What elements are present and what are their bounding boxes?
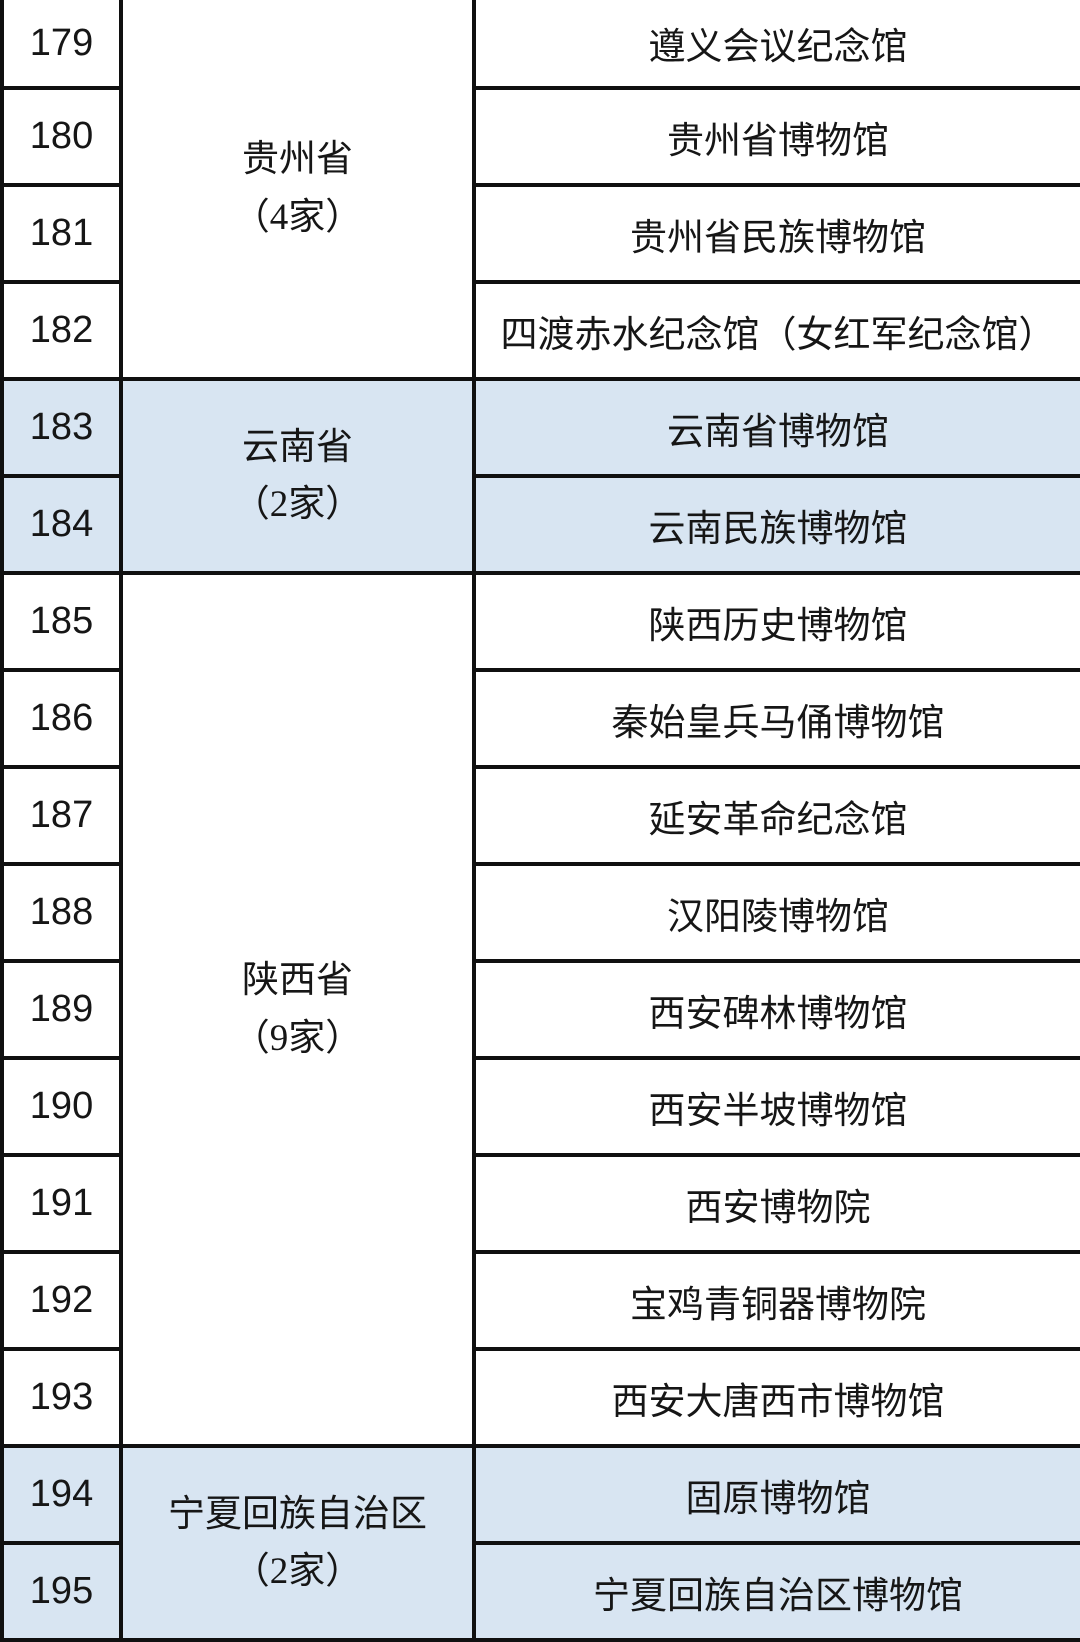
table-row: 193 西安大唐西市博物馆 [0,1347,1080,1448]
museum-name: 固原博物馆 [472,1444,1080,1545]
table-row: 184 云南民族博物馆 [0,474,1080,575]
table-row: 195 宁夏回族自治区博物馆 [0,1541,1080,1642]
row-number: 180 [0,86,123,187]
museum-name: 贵州省博物馆 [472,86,1080,187]
row-number: 186 [0,668,123,769]
province-count: （2家） [232,484,363,525]
table-row: 188 汉阳陵博物馆 [0,862,1080,963]
table-row: 182 四渡赤水纪念馆（女红军纪念馆） [0,280,1080,381]
table-row: 191 西安博物院 [0,1153,1080,1254]
museum-name: 延安革命纪念馆 [472,765,1080,866]
museum-name: 西安半坡博物馆 [472,1056,1080,1157]
province-cell-shaanxi: 陕西省 （9家） [119,571,476,1448]
row-number: 181 [0,183,123,284]
table-row: 181 贵州省民族博物馆 [0,183,1080,284]
province-cell-guizhou: 贵州省 （4家） [119,0,476,381]
table-row: 192 宝鸡青铜器博物院 [0,1250,1080,1351]
table-row: 185 陕西省 （9家） 陕西历史博物馆 [0,571,1080,1448]
table-row: 183 云南省 （2家） 云南省博物馆 [0,377,1080,575]
museum-name: 宁夏回族自治区博物馆 [472,1541,1080,1642]
province-count: （2家） [232,1551,363,1592]
row-number: 195 [0,1541,123,1642]
museum-name: 陕西历史博物馆 [472,571,1080,672]
museum-name: 秦始皇兵马俑博物馆 [472,668,1080,769]
museum-name: 西安大唐西市博物馆 [472,1347,1080,1448]
province-name: 宁夏回族自治区 [168,1493,427,1535]
museum-name: 四渡赤水纪念馆（女红军纪念馆） [472,280,1080,381]
row-number: 194 [0,1444,123,1545]
table-row: 186 秦始皇兵马俑博物馆 [0,668,1080,769]
museum-name: 西安碑林博物馆 [472,959,1080,1060]
museum-name: 宝鸡青铜器博物院 [472,1250,1080,1351]
row-number: 188 [0,862,123,963]
row-number: 189 [0,959,123,1060]
row-number: 190 [0,1056,123,1157]
row-number: 183 [0,377,123,478]
museum-name: 遵义会议纪念馆 [472,0,1080,90]
province-count: （9家） [232,1017,363,1059]
table-row: 187 延安革命纪念馆 [0,765,1080,866]
province-cell-yunnan: 云南省 （2家） [119,377,476,575]
table-row: 190 西安半坡博物馆 [0,1056,1080,1157]
province-cell-ningxia: 宁夏回族自治区 （2家） [119,1444,476,1642]
row-number: 193 [0,1347,123,1448]
row-number: 179 [0,0,123,90]
museum-name: 西安博物院 [472,1153,1080,1254]
museum-name: 云南省博物馆 [472,377,1080,478]
province-name: 云南省 [242,426,353,468]
table-row: 179 贵州省 （4家） 遵义会议纪念馆 [0,0,1080,381]
row-number: 182 [0,280,123,381]
table-row: 180 贵州省博物馆 [0,86,1080,187]
province-count: （4家） [232,196,363,238]
table-row: 189 西安碑林博物馆 [0,959,1080,1060]
row-number: 185 [0,571,123,672]
museum-name: 贵州省民族博物馆 [472,183,1080,284]
row-number: 184 [0,474,123,575]
row-number: 191 [0,1153,123,1254]
museum-name: 云南民族博物馆 [472,474,1080,575]
table-row: 194 宁夏回族自治区 （2家） 固原博物馆 [0,1444,1080,1642]
province-name: 陕西省 [242,960,353,1002]
row-number: 192 [0,1250,123,1351]
museum-name: 汉阳陵博物馆 [472,862,1080,963]
province-name: 贵州省 [242,139,353,181]
row-number: 187 [0,765,123,866]
